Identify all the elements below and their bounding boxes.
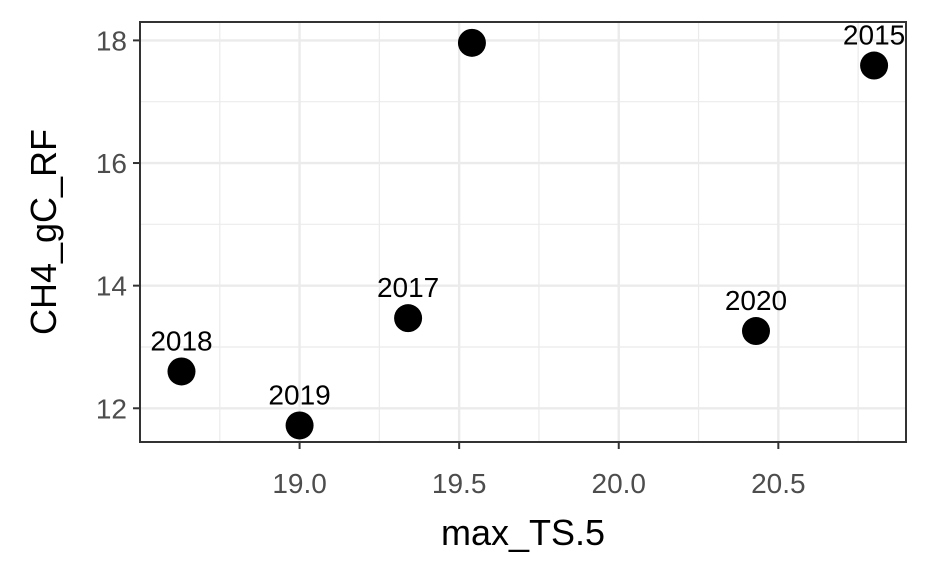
y-tick-label: 18 [96,25,127,56]
y-axis: 12 14 16 18 [96,25,140,424]
plot-panel-background [140,22,906,442]
data-point [741,317,770,346]
y-tick-label: 14 [96,271,127,302]
major-gridlines [140,22,906,442]
point-label: 2018 [150,325,212,356]
data-point [860,51,889,80]
point-label: 2020 [725,285,787,316]
data-point [457,28,486,57]
x-axis-title: max_TS.5 [441,512,605,553]
x-axis: 19.0 19.5 20.0 20.5 [272,442,806,499]
y-axis-title: CH4_gC_RF [23,129,64,335]
y-tick-label: 12 [96,393,127,424]
minor-gridlines [140,22,906,442]
point-label: 2017 [377,272,439,303]
data-points [167,28,889,440]
data-point [394,304,423,333]
y-tick-label: 16 [96,148,127,179]
data-point [167,357,196,386]
x-tick-label: 19.0 [272,468,327,499]
x-tick-label: 20.5 [751,468,806,499]
point-labels: 2018 2019 2017 2020 2015 [150,20,905,410]
x-tick-label: 20.0 [592,468,647,499]
x-tick-label: 19.5 [432,468,487,499]
point-label: 2015 [843,20,905,51]
data-point [285,411,314,440]
point-label: 2019 [268,379,330,410]
plot-panel-border [139,21,907,443]
